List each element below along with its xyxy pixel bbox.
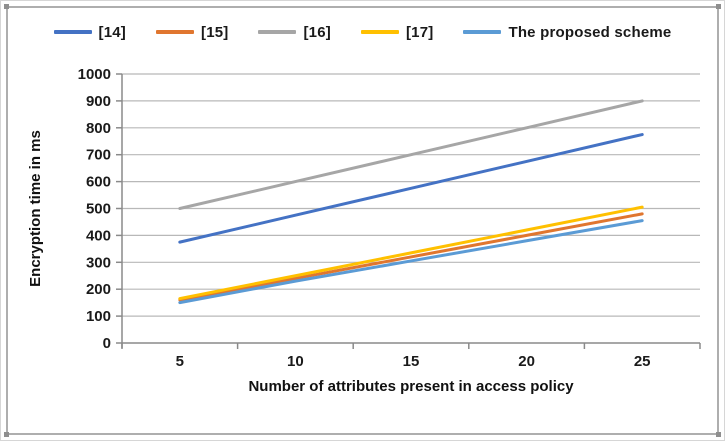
legend-line-swatch (258, 30, 297, 34)
x-axis-title: Number of attributes present in access p… (248, 378, 574, 395)
chart-legend: [14] [15] [16] [17] The proposed scheme (0, 18, 725, 46)
series-line-14 (178, 133, 644, 244)
legend-line-swatch (360, 30, 399, 34)
series-line-15 (178, 212, 644, 302)
y-tick-label: 300 (86, 254, 111, 271)
x-tick-label: 25 (634, 353, 651, 370)
frame-corner-handle (4, 432, 9, 437)
legend-item: The proposed scheme (463, 24, 671, 41)
x-tick-label: 20 (518, 353, 535, 370)
legend-line-swatch (53, 30, 92, 34)
legend-label: [17] (405, 23, 434, 41)
x-tick-label: 5 (176, 353, 184, 370)
y-tick-label: 0 (103, 335, 111, 352)
legend-item: [14] (53, 23, 126, 41)
y-tick-label: 900 (86, 93, 111, 110)
legend-label: The proposed scheme (508, 23, 672, 41)
legend-item: [17] (360, 23, 434, 41)
y-tick-label: 700 (86, 147, 111, 164)
frame-corner-handle (4, 4, 9, 9)
legend-item: [15] (156, 24, 228, 41)
series-line-16 (178, 99, 644, 210)
y-tick-label: 200 (86, 281, 111, 298)
legend-item: [16] (258, 23, 331, 41)
y-tick-label: 500 (86, 201, 111, 218)
y-tick-label: 400 (86, 227, 111, 244)
series-line-17 (178, 205, 644, 301)
y-axis-title: Encryption time in ms (27, 130, 44, 287)
legend-line-swatch (156, 30, 194, 34)
y-tick-label: 100 (86, 308, 111, 325)
legend-label: [16] (303, 23, 331, 41)
legend-label: [14] (98, 23, 126, 41)
legend-line-swatch (463, 30, 502, 34)
x-tick-label: 15 (403, 353, 420, 370)
legend-label: [15] (201, 23, 229, 41)
frame-corner-handle (716, 432, 721, 437)
y-tick-label: 600 (86, 174, 111, 191)
x-tick-label: 10 (287, 353, 304, 370)
y-tick-label: 800 (86, 120, 111, 137)
y-tick-label: 1000 (78, 66, 111, 83)
series-line-the-proposed-scheme (178, 219, 644, 305)
frame-corner-handle (716, 4, 721, 9)
